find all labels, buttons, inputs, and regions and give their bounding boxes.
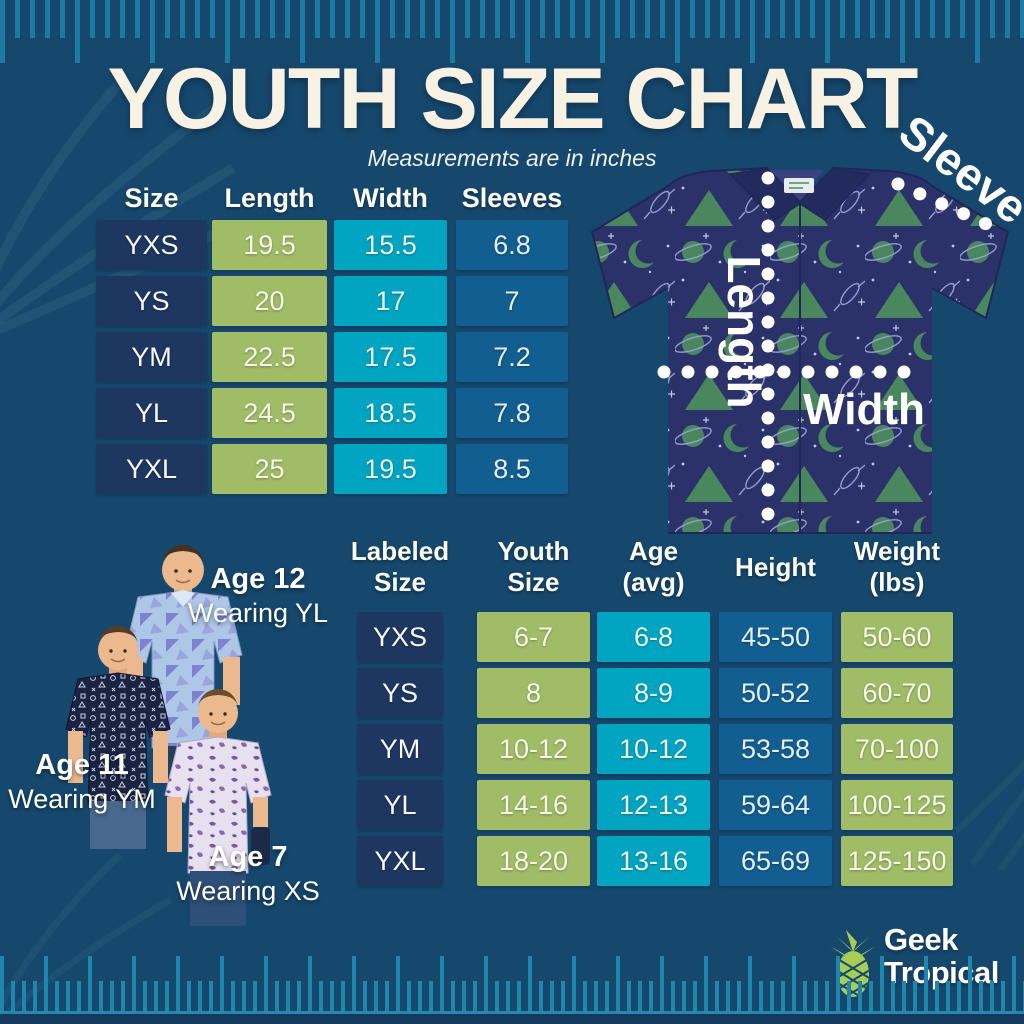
table-cell: YS xyxy=(357,668,443,718)
brand-name-line2: Tropical xyxy=(884,954,999,990)
kid-models-photo xyxy=(65,545,272,926)
column-header-youth-size: Youth Size xyxy=(497,536,570,597)
wearing-text: Wearing YM xyxy=(8,783,156,814)
table-cell: 25 xyxy=(212,444,327,494)
table-cell: 17.5 xyxy=(334,332,447,382)
table-cell: 19.5 xyxy=(212,220,327,270)
table-cell: 59-64 xyxy=(719,780,832,830)
table-cell: 12-13 xyxy=(597,780,710,830)
table-cell: 19.5 xyxy=(334,444,447,494)
column-header-weight: Weight (lbs) xyxy=(853,536,941,597)
page-title: YOUTH SIZE CHART xyxy=(107,51,919,147)
table-cell: 17 xyxy=(334,276,447,326)
shirt-illustration xyxy=(590,167,1010,534)
table-cell: 50-52 xyxy=(719,668,832,718)
table-cell: YXL xyxy=(96,444,207,494)
shirt-neck-tag xyxy=(784,178,814,193)
column-length: Length 19.5 20 22.5 24.5 25 xyxy=(212,182,327,494)
table-cell: 10-12 xyxy=(477,724,590,774)
brand-name-line1: Geek xyxy=(884,922,958,957)
width-label: Width xyxy=(803,385,925,434)
table-cell: 65-69 xyxy=(719,836,832,886)
table-cell: YL xyxy=(357,780,443,830)
column-weight: Weight (lbs) 50-60 60-70 70-100 100-125 … xyxy=(841,528,953,886)
table-cell: 70-100 xyxy=(841,724,953,774)
table-cell: 18-20 xyxy=(477,836,590,886)
ruler-bottom-baseline xyxy=(0,1011,1024,1014)
model-age-7 xyxy=(164,689,272,926)
table-cell: 8 xyxy=(477,668,590,718)
model-age-11 xyxy=(65,626,171,849)
brand-logo: Geek Tropical xyxy=(822,920,1022,1004)
table-cell: YM xyxy=(357,724,443,774)
column-header-sleeves: Sleeves xyxy=(461,182,563,213)
wearing-text: Wearing YL xyxy=(187,597,329,628)
column-header-size: Size xyxy=(124,182,179,213)
table-cell: YM xyxy=(96,332,207,382)
table-cell: 100-125 xyxy=(841,780,953,830)
wrist-brace xyxy=(251,827,270,865)
age-text: Age 12 xyxy=(210,563,306,595)
table-cell: 15.5 xyxy=(334,220,447,270)
table-cell: 7.8 xyxy=(456,388,568,438)
column-labeled-size: Labeled Size YXS YS YM YL YXL xyxy=(350,528,450,886)
table-cell: 8.5 xyxy=(456,444,568,494)
table-cell: 7.2 xyxy=(456,332,568,382)
table-cell: YS xyxy=(96,276,207,326)
table-cell: 6-8 xyxy=(597,612,710,662)
column-size: Size YXS YS YM YL YXL xyxy=(96,182,207,494)
table-cell: YXL xyxy=(357,836,443,886)
column-header-width: Width xyxy=(353,182,428,213)
pineapple-icon xyxy=(830,930,876,997)
ruler-top-ticks xyxy=(0,0,1024,38)
ruler-bottom-strip xyxy=(0,1014,1024,1024)
table-cell: 10-12 xyxy=(597,724,710,774)
table-cell: 20 xyxy=(212,276,327,326)
table-cell: 125-150 xyxy=(841,836,953,886)
column-age: Age (avg) 6-8 8-9 10-12 12-13 13-16 xyxy=(597,528,710,886)
table-cell: 53-58 xyxy=(719,724,832,774)
table-cell: YXS xyxy=(96,220,207,270)
table-cell: 7 xyxy=(456,276,568,326)
table-cell: 13-16 xyxy=(597,836,710,886)
model-label-age-7: Age 7 Wearing XS xyxy=(148,840,348,907)
column-header-age: Age (avg) xyxy=(622,536,685,597)
table-cell: 45-50 xyxy=(719,612,832,662)
table-cell: 6-7 xyxy=(477,612,590,662)
age-text: Age 7 xyxy=(208,841,288,873)
table-cell: 18.5 xyxy=(334,388,447,438)
table-cell: 14-16 xyxy=(477,780,590,830)
model-label-age-11: Age 11 Wearing YM xyxy=(0,748,182,815)
length-label: Length xyxy=(718,255,770,408)
column-height: Height 45-50 50-52 53-58 59-64 65-69 xyxy=(719,528,832,886)
wearing-text: Wearing XS xyxy=(176,875,320,906)
page-subtitle: Measurements are in inches xyxy=(367,145,657,171)
table-cell: 6.8 xyxy=(456,220,568,270)
column-header-length: Length xyxy=(224,182,315,213)
age-text: Age 11 xyxy=(35,749,129,781)
table-cell: 50-60 xyxy=(841,612,953,662)
model-label-age-12: Age 12 Wearing YL xyxy=(158,562,358,629)
table-cell: YXS xyxy=(357,612,443,662)
column-header-labeled-size: Labeled Size xyxy=(350,536,450,597)
table-cell: 8-9 xyxy=(597,668,710,718)
column-header-height: Height xyxy=(735,551,816,582)
table-cell: 24.5 xyxy=(212,388,327,438)
column-youth-size: Youth Size 6-7 8 10-12 14-16 18-20 xyxy=(477,528,590,886)
column-width: Width 15.5 17 17.5 18.5 19.5 xyxy=(334,182,447,494)
shirt-measurement-diagram: Length Width Sleeve xyxy=(590,105,1024,534)
table-cell: 22.5 xyxy=(212,332,327,382)
column-sleeves: Sleeves 6.8 7 7.2 7.8 8.5 xyxy=(456,182,568,494)
table-cell: 60-70 xyxy=(841,668,953,718)
sleeve-dotted-line xyxy=(891,177,1011,239)
table-cell: YL xyxy=(96,388,207,438)
